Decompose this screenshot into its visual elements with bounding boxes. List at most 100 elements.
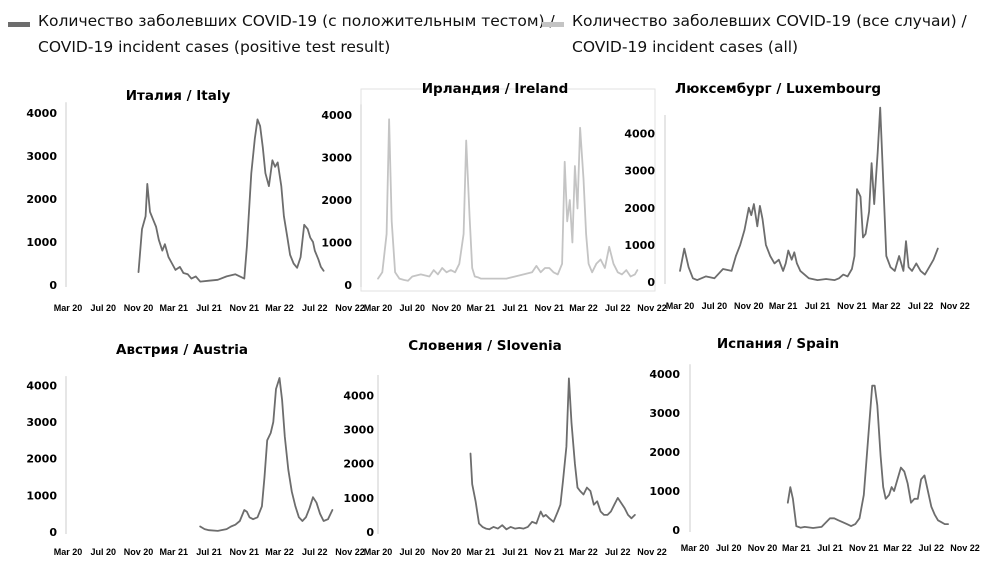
y-tick-label-0-4: 4000	[26, 107, 57, 120]
y-tick-label-3-3: 3000	[26, 416, 57, 429]
y-tick-label-2-1: 1000	[624, 239, 655, 252]
legend-dark-line2: COVID-19 incident cases (positive test r…	[38, 38, 391, 56]
chart-title-2: Люксембург / Luxembourg	[675, 81, 881, 97]
x-tick-label-2-6: Mar 22	[872, 301, 901, 311]
y-tick-label-1-4: 4000	[321, 109, 352, 122]
x-tick-label-3-5: Nov 21	[229, 547, 259, 557]
legend-light-line2: COVID-19 incident cases (all)	[572, 38, 799, 56]
chart-panel-0: Италия / Italy 0 1000 2000 3000 4000 Mar 20 Jul…	[26, 88, 364, 313]
x-tick-label-5-2: Nov 20	[748, 543, 778, 553]
y-tick-label-5-4: 4000	[649, 368, 680, 381]
y-tick-label-2-4: 4000	[624, 128, 655, 141]
y-tick-label-4-0: 0	[366, 526, 374, 539]
series-line-0	[137, 118, 325, 283]
y-tick-label-1-2: 2000	[321, 194, 352, 207]
x-tick-label-2-1: Jul 20	[702, 301, 728, 311]
chart-title-3: Австрия / Austria	[116, 342, 248, 358]
x-tick-label-4-2: Nov 20	[432, 547, 462, 557]
y-tick-label-1-0: 0	[344, 279, 352, 292]
series-line-2	[679, 106, 939, 282]
legend-swatch-dark	[8, 22, 30, 27]
x-tick-label-0-4: Jul 21	[196, 303, 222, 313]
legend-swatch-light	[542, 22, 564, 27]
x-tick-label-4-4: Jul 21	[502, 547, 528, 557]
x-tick-label-5-0: Mar 20	[681, 543, 710, 553]
chart-panel-4: Словения / Slovenia 0 1000 2000 3000 4000 Mar …	[343, 338, 666, 557]
y-tick-label-0-1: 1000	[26, 236, 57, 249]
x-tick-label-1-3: Mar 21	[466, 303, 495, 313]
series-line-5	[786, 384, 949, 529]
chart-panel-1: Ирландия / Ireland 0 1000 2000 3000 4000 Mar 2…	[321, 81, 666, 313]
x-tick-label-2-3: Mar 21	[769, 301, 798, 311]
x-tick-label-3-0: Mar 20	[54, 547, 83, 557]
y-tick-label-5-2: 2000	[649, 446, 680, 459]
x-tick-label-3-2: Nov 20	[124, 547, 154, 557]
y-tick-label-1-3: 3000	[321, 152, 352, 165]
x-tick-label-0-1: Jul 20	[90, 303, 116, 313]
x-tick-label-5-8: Nov 22	[950, 543, 980, 553]
x-tick-label-4-0: Mar 20	[364, 547, 393, 557]
chart-panel-5: Испания / Spain 0 1000 2000 3000 4000 Mar 20 Ju…	[649, 336, 979, 553]
y-tick-label-3-1: 1000	[26, 489, 57, 502]
x-tick-label-4-5: Nov 21	[534, 547, 564, 557]
x-tick-label-0-2: Nov 20	[124, 303, 154, 313]
y-tick-label-4-4: 4000	[343, 389, 374, 402]
y-tick-label-0-3: 3000	[26, 150, 57, 163]
chart-title-0: Италия / Italy	[126, 88, 231, 104]
x-tick-label-2-2: Nov 20	[734, 301, 764, 311]
x-tick-label-0-6: Mar 22	[265, 303, 294, 313]
y-tick-label-1-1: 1000	[321, 237, 352, 250]
y-tick-label-3-4: 4000	[26, 379, 57, 392]
x-tick-label-3-7: Jul 22	[302, 547, 328, 557]
y-tick-label-4-2: 2000	[343, 458, 374, 471]
chart-panel-3: Австрия / Austria 0 1000 2000 3000 4000 Mar 20…	[26, 342, 364, 557]
x-tick-label-3-8: Nov 22	[335, 547, 365, 557]
series-line-1	[377, 118, 639, 282]
y-tick-label-5-1: 1000	[649, 485, 680, 498]
y-tick-label-4-3: 3000	[343, 424, 374, 437]
x-tick-label-1-1: Jul 20	[399, 303, 425, 313]
x-tick-label-2-5: Nov 21	[837, 301, 867, 311]
x-tick-label-5-4: Jul 21	[817, 543, 843, 553]
x-tick-label-4-8: Nov 22	[637, 547, 667, 557]
x-tick-label-5-3: Mar 21	[782, 543, 811, 553]
x-tick-label-0-7: Jul 22	[302, 303, 328, 313]
chart-title-5: Испания / Spain	[717, 336, 839, 352]
legend-text-all-cases: Количество заболевших COVID-19 (все случ…	[572, 8, 967, 60]
x-tick-label-1-6: Mar 22	[569, 303, 598, 313]
x-tick-label-5-7: Jul 22	[918, 543, 944, 553]
y-tick-label-2-2: 2000	[624, 202, 655, 215]
x-tick-label-0-8: Nov 22	[335, 303, 365, 313]
legend-item-positive-test: Количество заболевших COVID-19 (с положи…	[8, 8, 555, 60]
x-tick-label-4-6: Mar 22	[569, 547, 598, 557]
x-tick-label-4-3: Mar 21	[466, 547, 495, 557]
y-tick-label-3-2: 2000	[26, 453, 57, 466]
chart-border-1	[360, 88, 656, 292]
x-tick-label-1-7: Jul 22	[605, 303, 631, 313]
y-tick-label-2-0: 0	[647, 276, 655, 289]
x-tick-label-2-8: Nov 22	[940, 301, 970, 311]
x-tick-label-1-2: Nov 20	[432, 303, 462, 313]
x-tick-label-3-3: Mar 21	[159, 547, 188, 557]
legend-dark-line1: Количество заболевших COVID-19 (с положи…	[38, 12, 555, 30]
x-tick-label-1-0: Mar 20	[364, 303, 393, 313]
x-tick-label-5-5: Nov 21	[849, 543, 879, 553]
x-tick-label-4-7: Jul 22	[605, 547, 631, 557]
chart-panel-2: Люксембург / Luxembourg 0 1000 2000 3000 4000…	[624, 81, 969, 311]
y-tick-label-5-0: 0	[672, 524, 680, 537]
x-tick-label-3-6: Mar 22	[265, 547, 294, 557]
x-tick-label-2-4: Jul 21	[805, 301, 831, 311]
x-tick-label-2-7: Jul 22	[908, 301, 934, 311]
x-tick-label-5-1: Jul 20	[716, 543, 742, 553]
x-tick-label-2-0: Mar 20	[666, 301, 695, 311]
x-tick-label-1-4: Jul 21	[502, 303, 528, 313]
y-tick-label-0-2: 2000	[26, 193, 57, 206]
x-tick-label-3-4: Jul 21	[196, 547, 222, 557]
x-tick-label-5-6: Mar 22	[883, 543, 912, 553]
x-tick-label-1-5: Nov 21	[534, 303, 564, 313]
legend-item-all-cases: Количество заболевших COVID-19 (все случ…	[542, 8, 967, 60]
y-tick-label-4-1: 1000	[343, 492, 374, 505]
legend-light-line1: Количество заболевших COVID-19 (все случ…	[572, 12, 967, 30]
chart-title-1: Ирландия / Ireland	[422, 81, 569, 97]
